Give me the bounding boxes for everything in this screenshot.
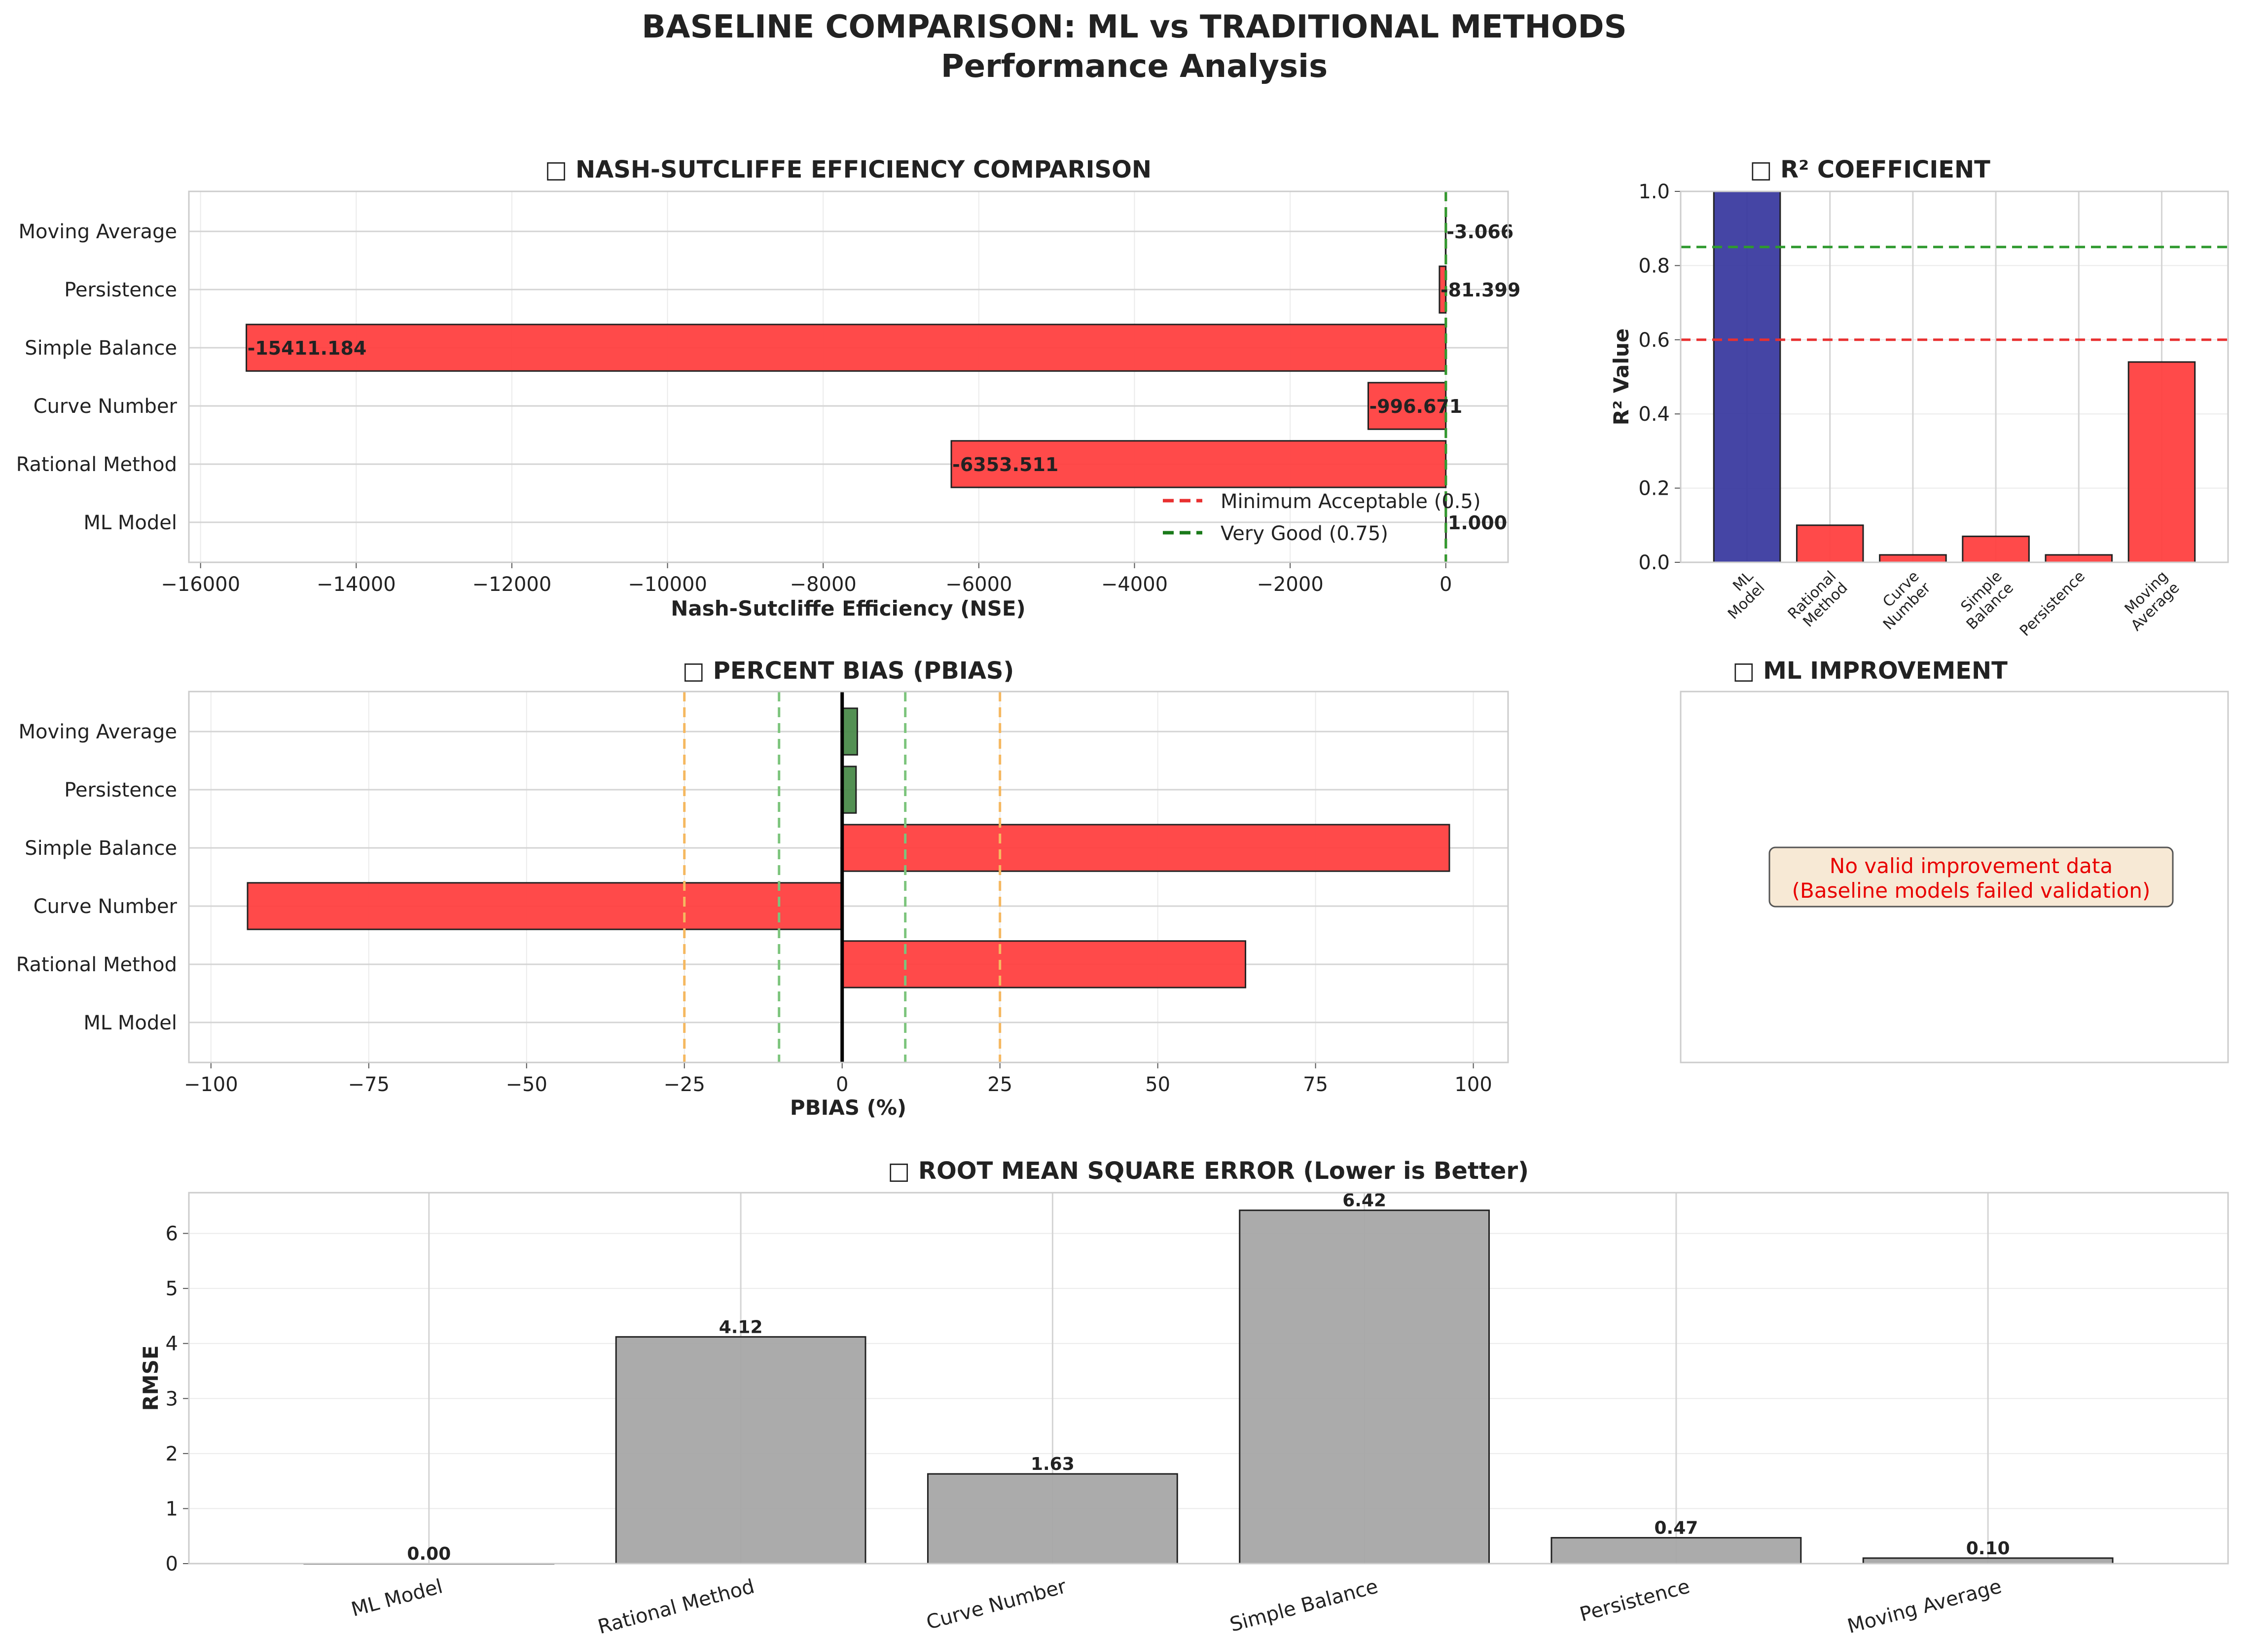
pbias-category-label: Persistence [64, 779, 177, 802]
nse-value-label: -6353.511 [952, 454, 1058, 475]
rmse-bar [927, 1473, 1178, 1565]
nse-category-label: Persistence [64, 279, 177, 301]
r2-tick-label-y: 0.8 [1638, 255, 1670, 277]
nse-category-label: Rational Method [16, 453, 177, 476]
ml-improvement-message-box [1768, 846, 2174, 908]
pbias-bar [841, 940, 1247, 988]
pbias-category-label: Rational Method [16, 953, 177, 976]
r2-tick-label-y: 0.0 [1638, 551, 1670, 574]
ml-improvement-message-line1: No valid improvement data [1830, 854, 2113, 878]
nse-x-axis-label: Nash-Sutcliffe Efficiency (NSE) [671, 596, 1025, 621]
rmse-bar [615, 1336, 866, 1565]
nse-category-label: Simple Balance [25, 337, 177, 360]
nse-value-label: -996.671 [1369, 396, 1462, 417]
nse-category-label: Moving Average [19, 220, 177, 243]
r2-tick-label-y: 1.0 [1638, 181, 1670, 203]
pbias-tick-label-x: −50 [506, 1073, 547, 1096]
pbias-category-label: Simple Balance [25, 837, 177, 860]
rmse-value-label: 6.42 [1342, 1191, 1386, 1211]
rmse-bar [1862, 1557, 2114, 1565]
nse-value-label: -81.399 [1440, 279, 1520, 301]
pbias-bar [247, 882, 843, 930]
pbias-bar [841, 824, 1450, 872]
rmse-bar [1550, 1537, 1802, 1565]
r2-tick-label-y: 0.2 [1638, 477, 1670, 500]
nse-category-label: Curve Number [34, 395, 178, 418]
rmse-tick-label-y: 0 [166, 1553, 178, 1575]
pbias-chart-title: □ PERCENT BIAS (PBIAS) [683, 657, 1014, 685]
figure-title: BASELINE COMPARISON: ML vs TRADITIONAL M… [642, 9, 1626, 45]
nse-tick-label-x: −2000 [1257, 573, 1323, 596]
rmse-value-label: 0.00 [407, 1544, 451, 1564]
r2-tick-label-y: 0.6 [1638, 329, 1670, 352]
rmse-value-label: 1.63 [1031, 1454, 1075, 1474]
rmse-tick-label-y: 1 [166, 1498, 178, 1520]
pbias-category-label: Curve Number [34, 895, 178, 918]
pbias-tick-label-x: 75 [1303, 1073, 1328, 1096]
nse-tick-label-x: −10000 [628, 573, 707, 596]
nse-tick-label-x: 0 [1440, 573, 1452, 596]
r2-chart-title: □ R² COEFFICIENT [1750, 156, 1990, 183]
nse-tick-label-x: −8000 [790, 573, 857, 596]
nse-value-label: -3.066 [1446, 221, 1513, 243]
pbias-tick-label-x: −25 [664, 1073, 705, 1096]
pbias-tick-label-x: 0 [836, 1073, 848, 1096]
pbias-tick-label-x: 25 [987, 1073, 1012, 1096]
pbias-tick-label-x: 50 [1145, 1073, 1170, 1096]
pbias-tick-label-x: −75 [348, 1073, 390, 1096]
rmse-bar [1239, 1209, 1490, 1565]
rmse-chart-title: □ ROOT MEAN SQUARE ERROR (Lower is Bette… [888, 1157, 1529, 1185]
pbias-bar [841, 707, 858, 756]
pbias-category-label: Moving Average [19, 721, 177, 743]
r2-y-axis-label: R² Value [1609, 329, 1633, 426]
nse-value-label: 1.000 [1448, 512, 1507, 534]
nse-bar [950, 440, 1447, 488]
rmse-tick-label-y: 2 [166, 1443, 178, 1465]
nse-tick-label-x: −16000 [161, 573, 240, 596]
nse-bar [246, 324, 1447, 372]
nse-tick-label-x: −4000 [1101, 573, 1168, 596]
rmse-chart: □ ROOT MEAN SQUARE ERROR (Lower is Bette… [139, 1157, 2229, 1639]
ml-improvement-title: □ ML IMPROVEMENT [1732, 657, 2008, 685]
r2-bar [2127, 361, 2196, 563]
nse-legend-minimum: Minimum Acceptable (0.5) [1221, 490, 1481, 513]
ml-improvement-panel: □ ML IMPROVEMENT No valid improvement da… [1680, 657, 2229, 1063]
nse-value-label: -15411.184 [248, 337, 367, 359]
r2-bar [1962, 535, 2030, 563]
pbias-category-label: ML Model [83, 1012, 177, 1034]
r2-bar [1879, 554, 1947, 563]
rmse-tick-label-y: 3 [166, 1388, 178, 1410]
nse-tick-label-x: −6000 [945, 573, 1012, 596]
r2-bar [2045, 554, 2113, 563]
ml-improvement-message-line2: (Baseline models failed validation) [1792, 878, 2151, 903]
nse-tick-label-x: −12000 [472, 573, 552, 596]
rmse-y-axis-label: RMSE [139, 1345, 163, 1411]
pbias-tick-label-x: 100 [1454, 1073, 1492, 1096]
nse-legend: Minimum Acceptable (0.5) Very Good (0.75… [1163, 490, 1481, 545]
nse-tick-label-x: −14000 [317, 573, 396, 596]
pbias-tick-label-x: −100 [184, 1073, 238, 1096]
nse-chart-title: □ NASH-SUTCLIFFE EFFICIENCY COMPARISON [545, 156, 1152, 183]
rmse-tick-label-y: 4 [166, 1333, 178, 1355]
pbias-chart: □ PERCENT BIAS (PBIAS) −100 −75 −50 −25 0 25 5… [16, 657, 1509, 1120]
rmse-tick-label-y: 6 [166, 1223, 178, 1245]
r2-bar [1796, 524, 1864, 563]
nse-legend-very-good: Very Good (0.75) [1221, 522, 1388, 545]
nse-chart: □ NASH-SUTCLIFFE EFFICIENCY COMPARISON 1… [16, 156, 1521, 621]
pbias-bar [841, 766, 857, 814]
rmse-value-label: 4.12 [719, 1317, 763, 1337]
figure-subtitle: Performance Analysis [941, 48, 1328, 85]
nse-category-label: ML Model [83, 512, 177, 534]
r2-tick-label-y: 0.4 [1638, 403, 1670, 426]
rmse-value-label: 0.47 [1654, 1518, 1698, 1538]
rmse-value-label: 0.10 [1966, 1538, 2010, 1559]
rmse-tick-label-y: 5 [166, 1278, 178, 1300]
pbias-x-axis-label: PBIAS (%) [790, 1096, 906, 1120]
